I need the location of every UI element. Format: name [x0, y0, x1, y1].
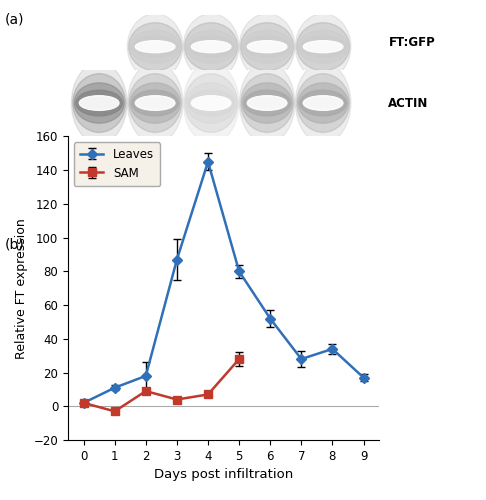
Ellipse shape	[244, 36, 290, 57]
Ellipse shape	[135, 40, 175, 52]
Ellipse shape	[242, 30, 292, 63]
Ellipse shape	[73, 74, 125, 132]
Ellipse shape	[79, 96, 119, 110]
Ellipse shape	[303, 40, 343, 52]
Ellipse shape	[186, 83, 236, 123]
Ellipse shape	[295, 62, 351, 144]
Ellipse shape	[130, 83, 180, 123]
Ellipse shape	[298, 83, 348, 123]
Text: ACTIN: ACTIN	[388, 96, 429, 110]
Text: (a): (a)	[5, 12, 24, 26]
Ellipse shape	[300, 90, 347, 116]
Ellipse shape	[296, 74, 349, 132]
Ellipse shape	[295, 14, 351, 80]
Ellipse shape	[183, 62, 239, 144]
Y-axis label: Relative FT expression: Relative FT expression	[15, 218, 28, 358]
Ellipse shape	[296, 22, 349, 70]
Ellipse shape	[185, 22, 238, 70]
Ellipse shape	[191, 96, 231, 110]
Ellipse shape	[186, 30, 236, 63]
Ellipse shape	[247, 96, 287, 110]
Ellipse shape	[71, 62, 127, 144]
Ellipse shape	[132, 90, 178, 116]
Ellipse shape	[130, 30, 180, 63]
Text: (b): (b)	[5, 238, 25, 252]
Ellipse shape	[76, 90, 122, 116]
Ellipse shape	[239, 14, 295, 80]
Ellipse shape	[191, 40, 231, 52]
Ellipse shape	[74, 83, 124, 123]
Ellipse shape	[247, 40, 287, 52]
Ellipse shape	[242, 83, 292, 123]
Ellipse shape	[241, 22, 294, 70]
Legend: Leaves, SAM: Leaves, SAM	[74, 142, 160, 186]
Ellipse shape	[303, 96, 343, 110]
Text: FT:GFP: FT:GFP	[388, 36, 435, 49]
Ellipse shape	[244, 90, 290, 116]
Ellipse shape	[127, 14, 183, 80]
Ellipse shape	[129, 22, 182, 70]
Ellipse shape	[241, 74, 294, 132]
Ellipse shape	[300, 36, 347, 57]
Ellipse shape	[127, 62, 183, 144]
Ellipse shape	[188, 90, 234, 116]
Ellipse shape	[132, 36, 178, 57]
Ellipse shape	[239, 62, 295, 144]
Ellipse shape	[129, 74, 182, 132]
Ellipse shape	[183, 14, 239, 80]
Ellipse shape	[185, 74, 238, 132]
X-axis label: Days post infiltration: Days post infiltration	[154, 468, 293, 481]
Ellipse shape	[298, 30, 348, 63]
Ellipse shape	[188, 36, 234, 57]
Ellipse shape	[135, 96, 175, 110]
